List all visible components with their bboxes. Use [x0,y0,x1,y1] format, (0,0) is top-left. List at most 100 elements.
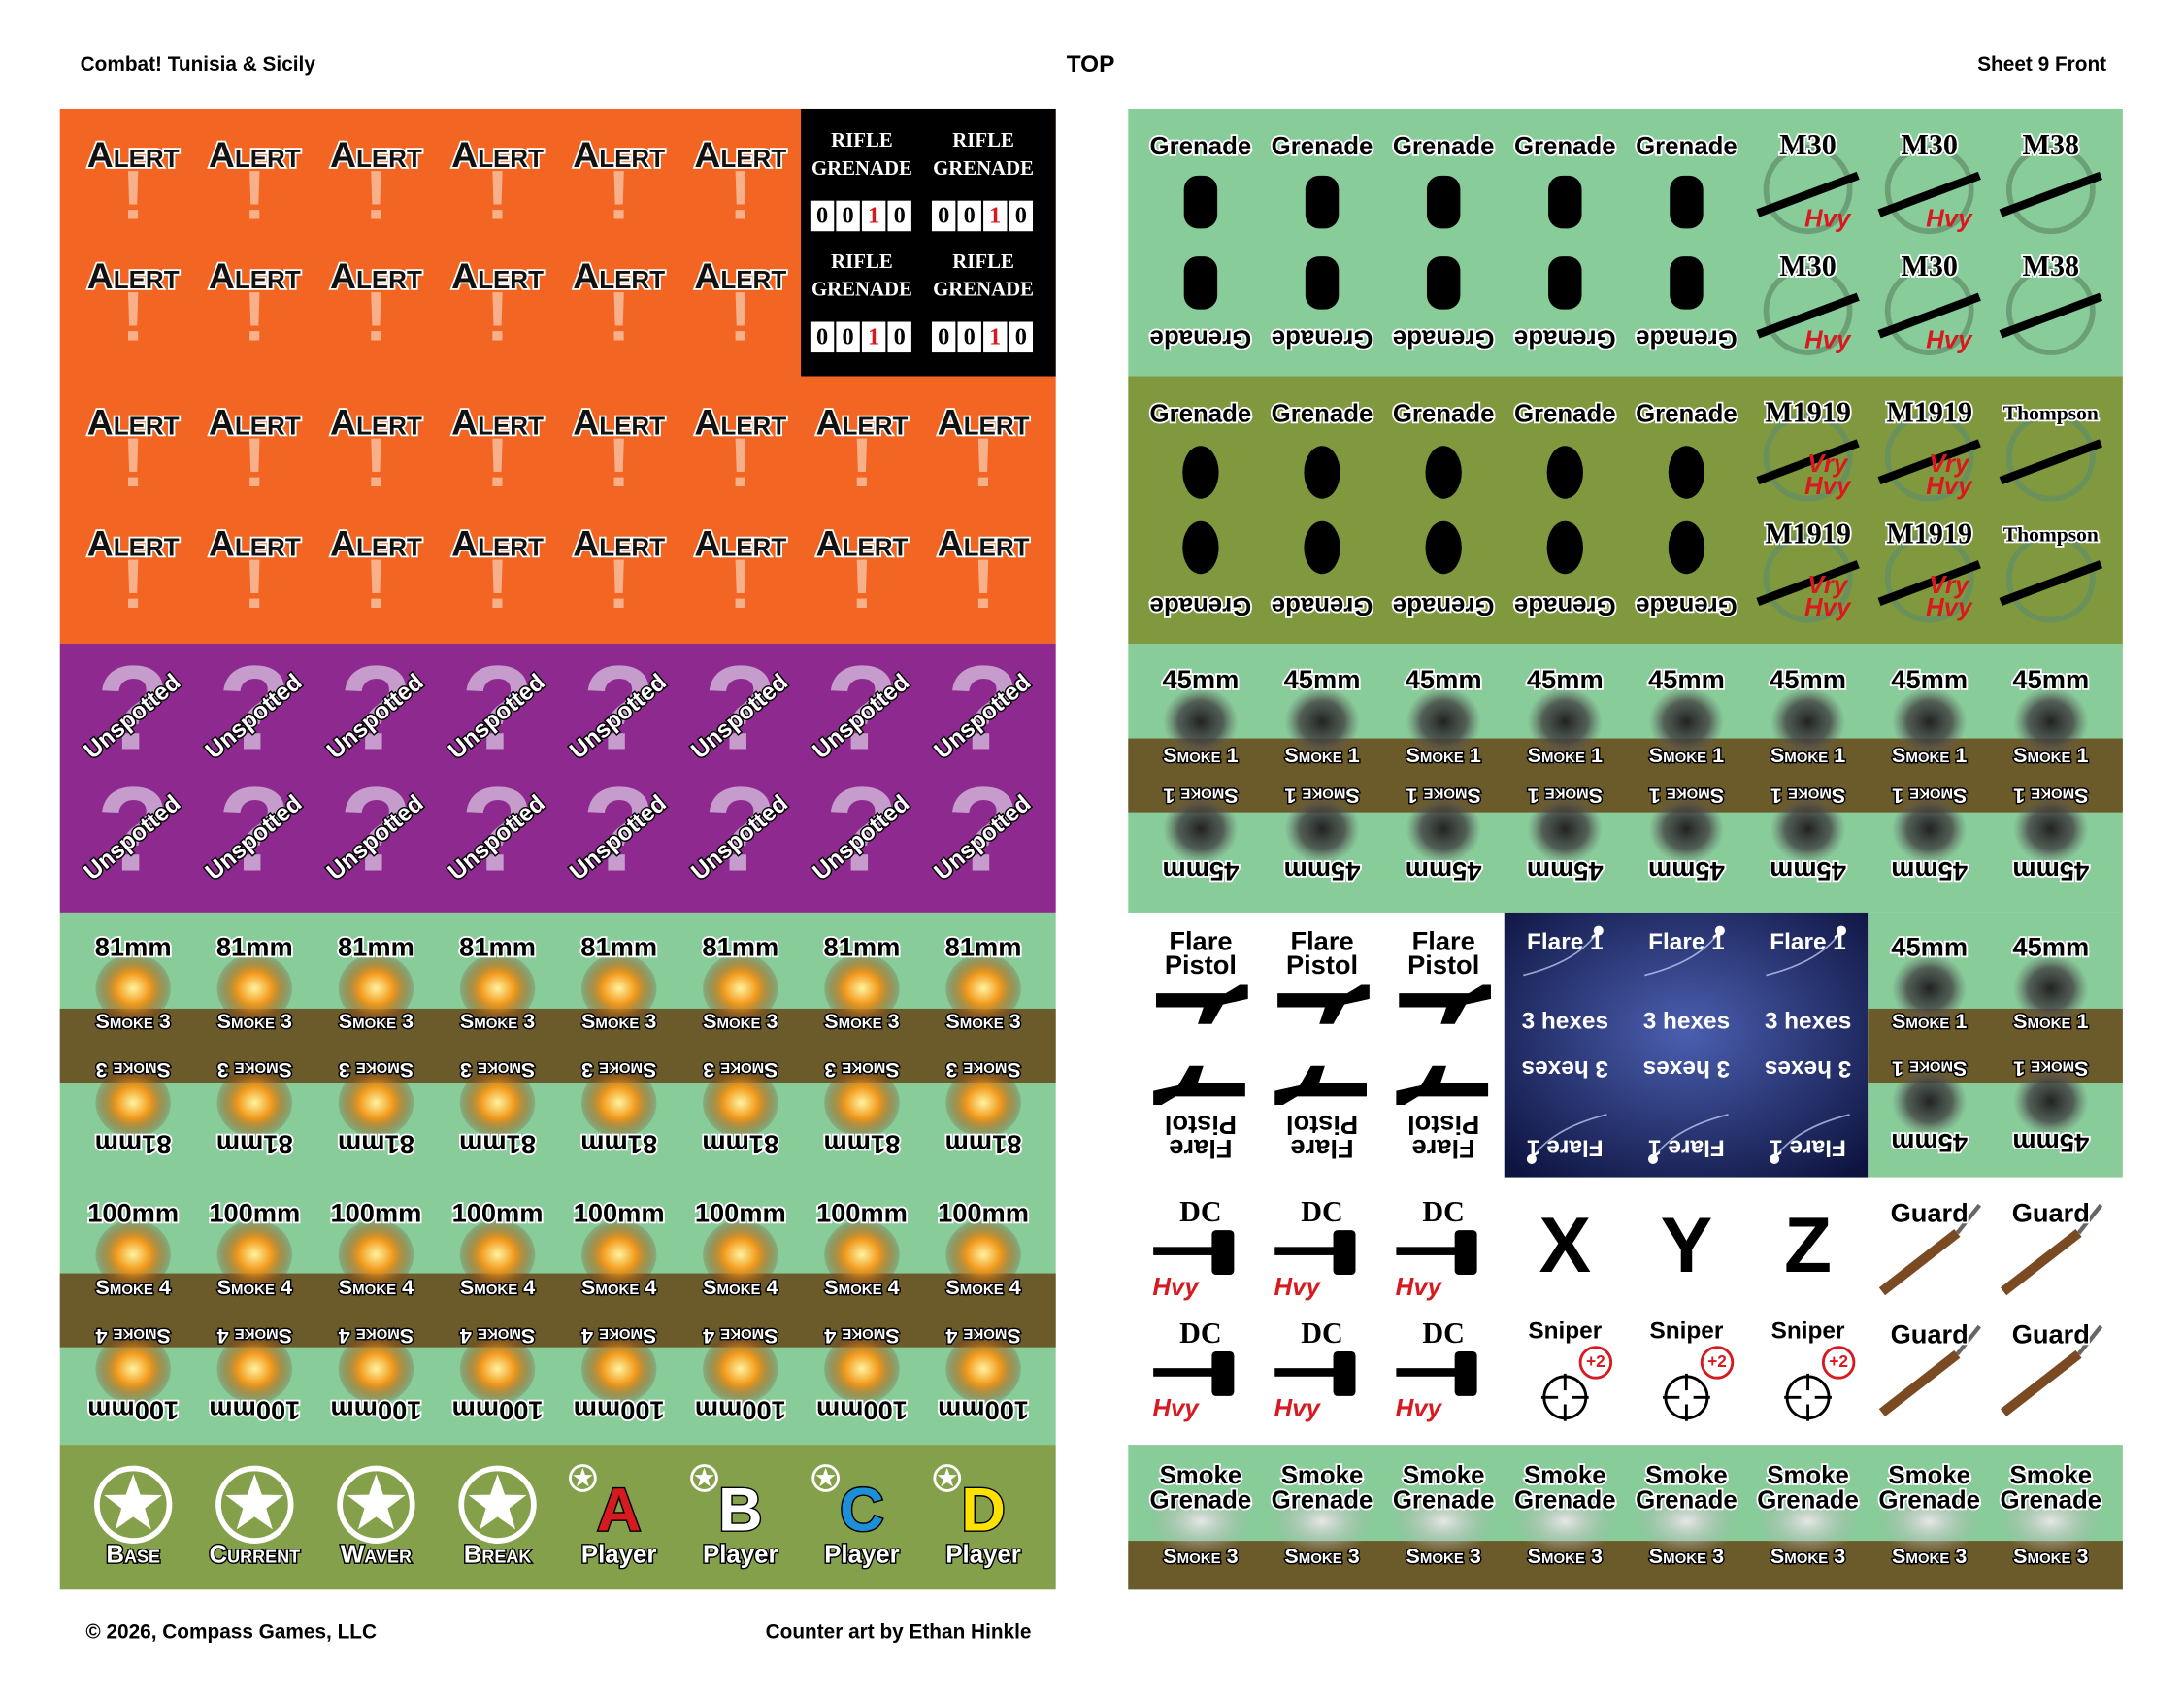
caliber-label: 45mm [1527,664,1604,694]
gun-icon [1999,439,2102,485]
counter: 81mm Smoke 3 [93,930,173,1035]
counter: Flare 1 3 hexes [1765,925,1851,1035]
smoke-label: Smoke 4 [703,1324,778,1348]
star-roundel [94,1465,173,1544]
alert-symbol: ! [364,424,387,502]
digit-box [1009,321,1034,353]
blast-icon [216,1067,293,1138]
smoke-grenade-label: Smoke [1645,1462,1728,1489]
gun-icon [1756,292,1860,339]
smoke-label: Smoke 1 [1892,744,1967,767]
counter: 81mm Smoke 3 [215,930,294,1035]
counter: Flare 1 3 hexes [1643,1055,1730,1164]
grenade-icon [1670,256,1704,310]
unspotted-symbol: ? [582,642,655,776]
smoke-cloud [1755,1487,1862,1555]
gun-icon [1756,439,1860,485]
smoke-label: Smoke 3 [1284,1545,1359,1568]
grenade-label: Grenade [1393,133,1495,160]
smoke-label: Smoke 4 [824,1276,899,1299]
rifle-grenade-label: GRENADE [933,157,1034,180]
rifle-grenade-label: RIFLE [831,250,893,273]
caliber-label: 81mm [945,1129,1022,1159]
mg-roundel [1763,412,1853,502]
pistol-icon [1156,984,1248,1024]
header-side: TOP [1067,51,1115,78]
caliber-label: 100mm [330,1396,421,1426]
blast-icon [580,953,657,1024]
caliber-label: 45mm [1770,856,1846,886]
dc-tag: Hvy [1152,1395,1200,1422]
smoke-label: Smoke 3 [1770,1545,1845,1568]
alert-symbol: ! [608,278,631,355]
unspotted-symbol: ? [218,762,291,896]
smoke-band [59,1273,1056,1348]
mg-roundel [1763,266,1853,355]
star-roundel [811,1464,840,1492]
digit: 1 [868,202,879,228]
rifle-grenade-label: RIFLE [952,129,1014,151]
guard-label: Guard [1891,1318,1969,1349]
alert-label: Alert [87,402,180,443]
weapon-label: M1919 [1765,516,1851,550]
marker-panel [59,1445,1056,1590]
unspotted-symbol: ? [582,762,655,896]
counter: Grenade [1512,256,1617,353]
counter: 81mm Smoke 3 [215,1057,294,1162]
counter: Grenade [1270,520,1374,621]
alert-label: Alert [694,134,786,175]
smoke-label: Smoke 1 [2013,744,2088,767]
blast-icon [824,1334,900,1404]
weapon-label: M30 [1901,128,1958,161]
counter: 81mm Smoke 3 [701,1057,780,1162]
counter: 81mm Smoke 3 [579,1057,659,1162]
counter: 100mm Smoke 4 [572,1196,667,1301]
grenade-panel [1128,376,2123,644]
blast-icon [338,1334,414,1404]
flare-pistol-label: Flare [1169,1134,1232,1164]
smoke-grenade-label: Grenade [1272,1487,1373,1515]
weapon-tag: Hvy [1804,594,1852,621]
flare-arc [1531,1114,1607,1160]
weapon-label: M38 [2023,128,2080,161]
guard-label: Guard [2012,1198,2090,1228]
smoke-grenade-label: Smoke [1524,1462,1606,1489]
blast-icon [216,1219,293,1290]
charge-icon [1153,1368,1215,1377]
blast-icon [216,953,293,1024]
charge-icon [1396,1247,1458,1255]
counter: 45mm Smoke 1 [1161,662,1241,768]
counter: 45mm Smoke 1 [1646,662,1726,768]
star [347,1474,406,1530]
blast-icon [1527,793,1604,864]
smoke-label: Smoke 3 [217,1010,292,1033]
smoke-label: Smoke 1 [1770,744,1845,767]
smoke-label: Smoke 3 [581,1010,656,1033]
alert-symbol: ! [364,157,387,235]
caliber-label: 45mm [1163,856,1240,886]
weapon-tag: Vry [1929,450,1970,478]
counter: 100mm Smoke 4 [85,1196,181,1301]
alert-symbol: ! [243,546,266,623]
letter-marker: X [1539,1202,1592,1289]
bayonet-icon [1955,1324,1982,1356]
mg-roundel [1884,412,1974,502]
smoke-label: Smoke 3 [703,1058,778,1082]
caliber-label: 100mm [938,1396,1029,1426]
star-roundel [215,1465,294,1544]
modifier-badge [1700,1346,1735,1380]
blast-icon [1163,686,1239,757]
smoke-cloud [1511,1487,1618,1555]
counter: 45mm Smoke 1 [1525,783,1605,888]
caliber-label: 100mm [816,1396,908,1426]
flare-arc [1644,930,1721,977]
alert-label: Alert [694,522,786,563]
unspotted-symbol: ? [704,762,777,896]
unspotted-symbol: ? [704,642,777,776]
mg-roundel [2005,412,2096,502]
smoke-grenade-label: Smoke [1281,1462,1364,1489]
caliber-label: 45mm [1891,664,1968,694]
player-letter: C [840,1477,884,1545]
